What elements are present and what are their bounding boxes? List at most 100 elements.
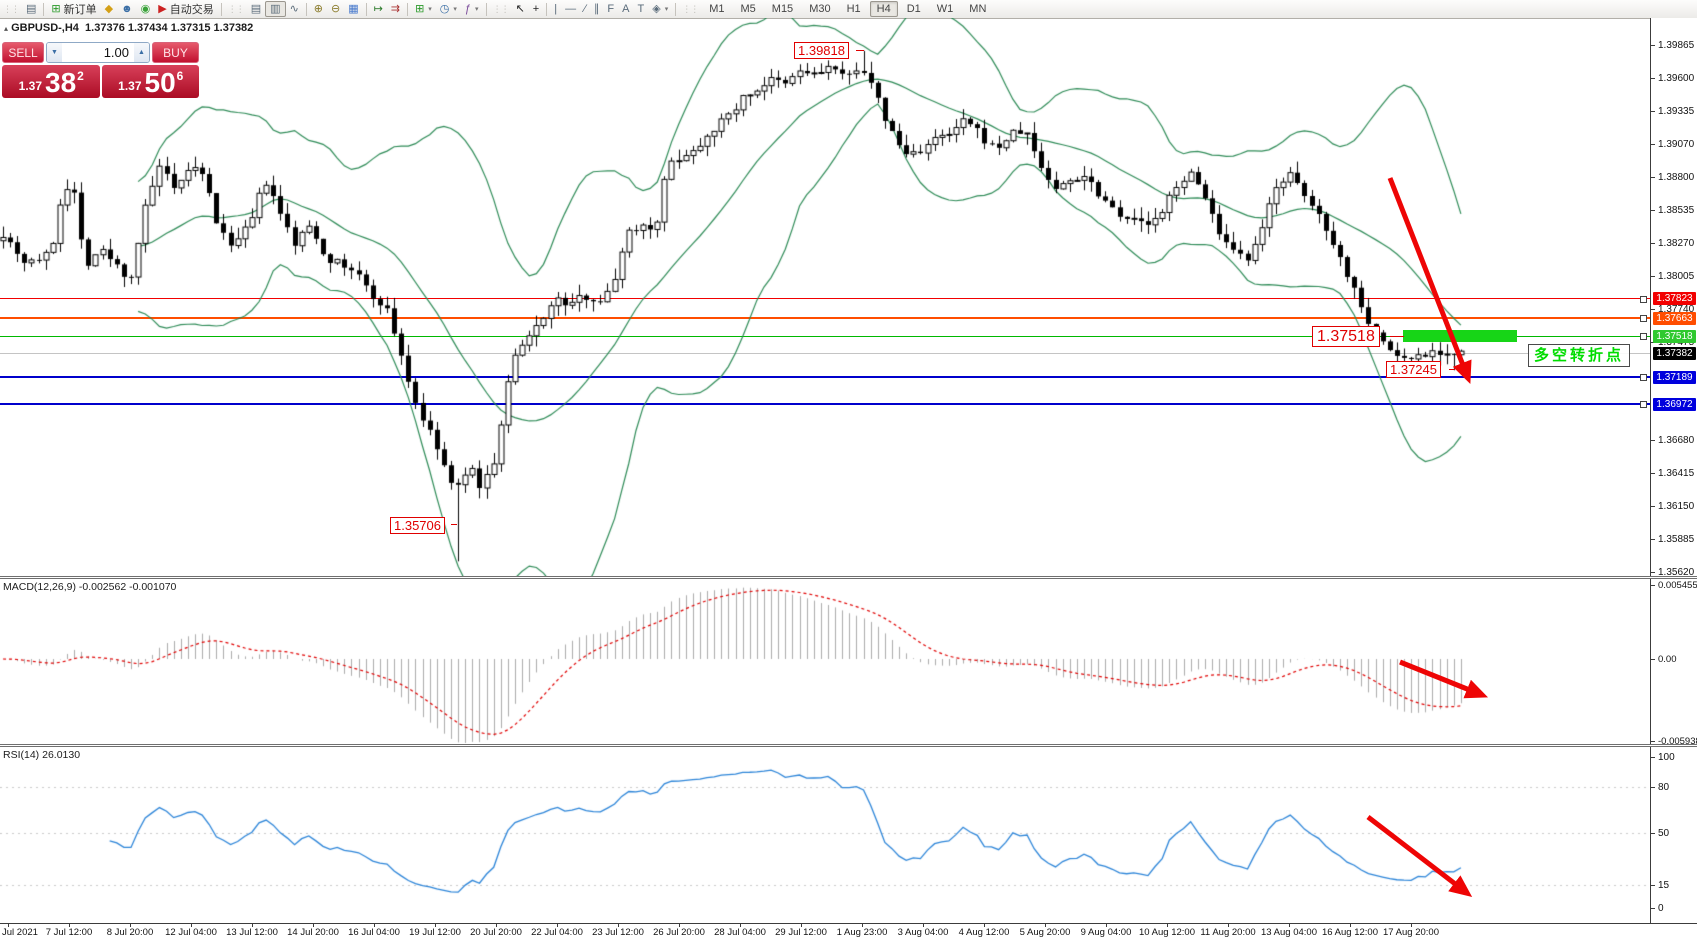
channel-button[interactable]: ∥ (590, 2, 604, 16)
auto-trading-button[interactable]: ▶ 自动交易 (154, 0, 217, 18)
volume-input[interactable] (62, 43, 134, 62)
timeframe-m1[interactable]: M1 (709, 3, 725, 15)
hline-button[interactable]: — (561, 2, 580, 16)
price-flag-label: 1.37518 (1653, 329, 1696, 343)
toolbar-grip: ⋮⋮ (227, 3, 245, 14)
macd-canvas[interactable] (0, 579, 1650, 745)
sell-price[interactable]: 1.37 38 2 (2, 65, 100, 98)
time-tick-label: 7 Jul 12:00 (45, 927, 93, 937)
text-button[interactable]: A (618, 2, 633, 16)
fibonacci-icon: F (607, 3, 615, 15)
one-click-trade-panel: SELL ▼ ▲ BUY 1.37 38 2 1.37 50 6 (2, 42, 199, 98)
line-handle[interactable] (1640, 374, 1647, 382)
new-chart-button[interactable]: ⊞ ▾ (411, 2, 436, 16)
time-tick (1411, 924, 1412, 927)
time-tick-label: 19 Jul 12:00 (409, 927, 461, 937)
axis-tick (1651, 45, 1655, 46)
timeframe-w1[interactable]: W1 (936, 3, 954, 15)
cursor-button[interactable]: ↖ (512, 2, 529, 16)
shift-end-button[interactable]: ↦ (370, 2, 387, 16)
line-handle[interactable] (1640, 401, 1647, 409)
price-flag-support[interactable]: 1.37518 (1312, 326, 1380, 347)
axis-tick (1651, 243, 1655, 245)
axis-tick (1651, 275, 1655, 277)
sell-button[interactable]: SELL (2, 42, 44, 63)
indicators-button[interactable]: ƒ ▾ (461, 2, 483, 16)
price-flag-low[interactable]: 1.35706 (390, 517, 445, 534)
toolbar-grip: ⋮⋮ (682, 3, 699, 14)
buy-price-big: 50 (144, 67, 176, 98)
timeframe-m15[interactable]: M15 (771, 3, 794, 15)
time-tick (1106, 924, 1107, 927)
macd-panel-divider[interactable] (0, 576, 1697, 579)
timeframe-m5[interactable]: M5 (740, 3, 756, 15)
auto-scroll-button[interactable]: ⇉ (387, 2, 404, 16)
time-tick (1167, 924, 1168, 927)
time-tick-label: 16 Aug 12:00 (1322, 927, 1378, 937)
candle-chart-icon: ▥ (270, 3, 281, 15)
buy-price-small: 1.37 (118, 79, 142, 93)
new-order-label: 新订单 (63, 4, 97, 16)
macd-axis-label: 0.00 (1658, 654, 1677, 665)
rsi-panel-divider[interactable] (0, 744, 1697, 747)
trendline-button[interactable]: ∕ (580, 2, 590, 16)
main-chart-canvas[interactable] (0, 18, 1650, 577)
axis-tick (1651, 110, 1655, 112)
vline-button[interactable]: | (550, 2, 561, 16)
price-axis[interactable]: 1.39865 1.39600 1.39335 1.39070 1.38800 1.385… (1650, 18, 1697, 923)
timeframe-d1[interactable]: D1 (906, 3, 921, 15)
fibonacci-button[interactable]: F (603, 2, 618, 16)
toolbar: ⋮⋮ ▤ ⊞ 新订单 ◆ ☻ ◉ ▶ 自动交易 ⋮⋮ ▤ ▥ ∿ ⊕ ⊖ ▦ ↦… (0, 0, 1697, 19)
bar-chart-icon: ▤ (250, 3, 262, 15)
line-handle[interactable] (1640, 295, 1647, 303)
new-order-button[interactable]: ⊞ 新订单 (47, 0, 100, 18)
candle-chart-button[interactable]: ▥ (265, 1, 286, 17)
buy-button[interactable]: BUY (152, 42, 199, 63)
text-icon: A (622, 3, 630, 15)
bar-chart-button[interactable]: ▤ (247, 2, 265, 16)
axis-tick (1651, 659, 1655, 660)
flag-connector (1390, 336, 1404, 337)
toolbar-grip[interactable]: ⋮⋮ (3, 3, 20, 14)
new-order-icon: ⊞ (51, 3, 61, 15)
time-axis[interactable]: Jul 2021 7 Jul 12:00 8 Jul 20:00 12 Jul 04:… (0, 923, 1697, 937)
terminal-button[interactable]: ▤ (22, 2, 40, 16)
chevron-down-icon: ▾ (664, 6, 669, 13)
broadcast-button[interactable]: ◉ (137, 2, 155, 16)
time-tick (374, 924, 375, 927)
rsi-canvas[interactable] (0, 747, 1650, 923)
symbol-ohlc-bar: ▴ GBPUSD-,H4 1.37376 1.37434 1.37315 1.3… (4, 22, 253, 34)
zoom-out-button[interactable]: ⊖ (327, 2, 344, 16)
line-handle[interactable] (1640, 333, 1647, 341)
time-tick-label: 12 Jul 04:00 (165, 927, 217, 937)
buy-price[interactable]: 1.37 50 6 (101, 65, 199, 98)
label-button[interactable]: T (634, 2, 649, 16)
price-flag-low2[interactable]: 1.37245 (1386, 361, 1441, 378)
crosshair-button[interactable]: + (529, 2, 543, 16)
timeframe-m30[interactable]: M30 (809, 3, 831, 15)
volume-down-button[interactable]: ▼ (47, 43, 62, 62)
axis-tick (1651, 757, 1655, 758)
zoom-in-button[interactable]: ⊕ (310, 2, 327, 16)
price-flag-label: 1.36972 (1653, 397, 1696, 411)
price-tick-label: 1.39335 (1658, 105, 1695, 117)
timeframe-h4[interactable]: H4 (869, 1, 898, 17)
turning-point-label[interactable]: 多空转折点 (1528, 344, 1631, 367)
line-chart-button[interactable]: ∿ (286, 2, 303, 16)
period-button[interactable]: ◷ ▾ (436, 2, 461, 16)
community-button[interactable]: ☻ (117, 2, 137, 16)
axis-tick (1651, 308, 1655, 310)
shapes-button[interactable]: ◈ ▾ (648, 2, 672, 16)
line-handle[interactable] (1640, 315, 1647, 323)
timeframe-mn[interactable]: MN (969, 3, 987, 15)
tile-windows-button[interactable]: ▦ (344, 2, 362, 16)
timeframe-h1[interactable]: H1 (846, 3, 861, 15)
rsi-axis-label: 15 (1658, 880, 1670, 892)
volume-up-button[interactable]: ▲ (134, 43, 149, 62)
price-flag-label: 1.37823 (1653, 292, 1696, 305)
zoom-in-icon: ⊕ (313, 3, 323, 15)
terminal-icon: ▤ (26, 3, 37, 15)
price-flag-high[interactable]: 1.39818 (794, 42, 849, 59)
time-tick (252, 924, 253, 927)
gold-button[interactable]: ◆ (101, 2, 117, 16)
